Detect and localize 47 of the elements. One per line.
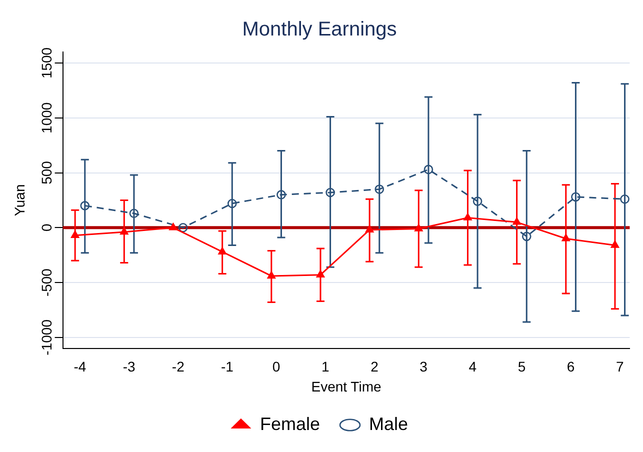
- x-tick-label: -3: [122, 358, 136, 375]
- point: [620, 194, 630, 204]
- point: [218, 247, 226, 254]
- x-tick-label: 0: [272, 358, 280, 375]
- x-tick-label: -2: [172, 358, 185, 375]
- x-tick-label: 4: [468, 358, 477, 375]
- y-tick-label: 500: [38, 160, 55, 184]
- x-tick-label: 7: [616, 358, 624, 375]
- point: [70, 230, 80, 238]
- point: [562, 234, 570, 242]
- x-tick-label: 6: [566, 358, 575, 375]
- legend-label: Male: [369, 414, 408, 434]
- y-tick-label: -1000: [38, 319, 55, 356]
- legend-label: Female: [260, 414, 320, 434]
- y-tick-label: -500: [38, 268, 55, 297]
- point: [472, 196, 482, 206]
- point: [120, 227, 128, 235]
- point: [424, 164, 434, 174]
- point: [414, 224, 423, 232]
- point: [571, 192, 580, 202]
- point: [610, 240, 620, 248]
- x-tick-label: 1: [321, 358, 330, 375]
- point: [464, 213, 472, 220]
- chart-title: Monthly Earnings: [242, 18, 397, 41]
- x-tick-label: 2: [370, 358, 379, 375]
- point: [316, 270, 325, 278]
- y-tick-label: 1000: [38, 102, 55, 134]
- point: [129, 208, 139, 218]
- x-tick-label: -4: [74, 358, 86, 375]
- x-tick-label: -1: [221, 358, 234, 375]
- point: [365, 225, 374, 232]
- point: [80, 201, 90, 210]
- y-axis-title: Yuan: [11, 184, 28, 216]
- y-tick-label: 1500: [38, 47, 55, 79]
- point: [227, 198, 237, 208]
- point: [169, 222, 178, 230]
- point: [178, 222, 188, 232]
- point: [374, 184, 384, 194]
- x-tick-label: 3: [420, 358, 428, 375]
- x-tick-label: 5: [518, 358, 526, 375]
- point: [522, 232, 532, 242]
- point: [276, 190, 286, 200]
- point: [267, 271, 276, 279]
- point: [326, 188, 335, 198]
- y-tick-label: 0: [38, 224, 55, 232]
- point: [512, 218, 521, 225]
- x-axis-title: Event Time: [311, 378, 382, 394]
